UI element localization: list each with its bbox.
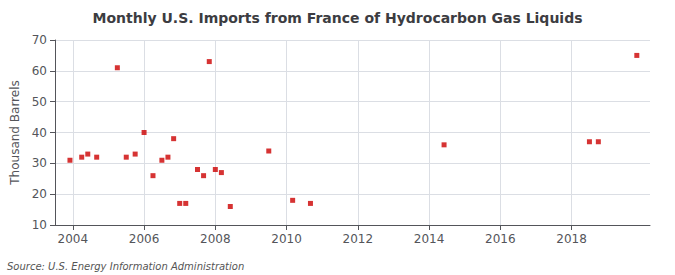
- svg-text:2014: 2014: [414, 232, 445, 246]
- svg-text:2018: 2018: [556, 232, 587, 246]
- svg-text:2004: 2004: [58, 232, 89, 246]
- svg-text:40: 40: [32, 126, 47, 140]
- svg-text:30: 30: [32, 156, 47, 170]
- svg-text:2016: 2016: [485, 232, 516, 246]
- svg-text:2006: 2006: [129, 232, 160, 246]
- svg-text:50: 50: [32, 95, 47, 109]
- svg-text:60: 60: [32, 64, 47, 78]
- svg-text:2008: 2008: [200, 232, 231, 246]
- svg-text:Thousand Barrels: Thousand Barrels: [8, 80, 22, 185]
- svg-text:2012: 2012: [343, 232, 374, 246]
- svg-text:Monthly U.S. Imports from Fran: Monthly U.S. Imports from France of Hydr…: [92, 10, 582, 26]
- svg-text:20: 20: [32, 187, 47, 201]
- svg-text:70: 70: [32, 33, 47, 47]
- svg-text:Source: U.S. Energy Informatio: Source: U.S. Energy Information Administ…: [7, 261, 244, 272]
- svg-text:10: 10: [32, 218, 47, 232]
- svg-text:2010: 2010: [271, 232, 302, 246]
